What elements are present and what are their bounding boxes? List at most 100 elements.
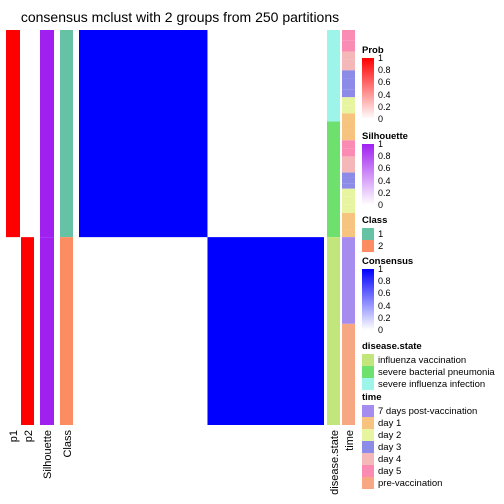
legend-prob-gradient [362, 58, 374, 119]
track-time-cell [342, 188, 355, 197]
legend-class-label: 1 [378, 228, 384, 240]
legend-prob-tick: 0.8 [378, 65, 391, 75]
track-disease-cell [327, 237, 340, 425]
legend-class-item: 1 [362, 228, 387, 240]
legend-consensus-title: Consensus [362, 256, 414, 267]
track-label-p1: p1 [8, 430, 20, 442]
legend-time-item: day 5 [362, 465, 477, 477]
track-time-cell [342, 220, 355, 230]
track-label-time: time [344, 430, 356, 451]
track-time-cell [342, 59, 355, 71]
chart-title: consensus mclust with 2 groups from 250 … [20, 9, 340, 25]
legend-disease-item: severe bacterial pneumonia [362, 366, 495, 378]
legend-time-item: day 1 [362, 417, 477, 429]
legend-time-label: pre-vaccination [378, 477, 443, 489]
legend-disease-swatch [362, 366, 374, 378]
track-time-cell [342, 229, 355, 238]
legend-disease-item: influenza vaccination [362, 354, 495, 366]
track-time-cell [342, 105, 355, 114]
track-time-cell [342, 237, 355, 324]
legend-time-item: 7 days post-vaccination [362, 405, 477, 417]
track-p2-cell [21, 237, 34, 425]
track-time-cell [342, 113, 355, 122]
track-time-cell [342, 212, 355, 221]
track-time-cell [342, 78, 355, 90]
legend-time-label: day 3 [378, 441, 402, 453]
legend-silhouette-gradient [362, 144, 374, 205]
legend-consensus-gradient [362, 269, 374, 330]
legend-consensus-tick: 0.4 [378, 301, 391, 311]
track-time-cell [342, 156, 355, 165]
legend-prob-tick: 0 [378, 114, 384, 124]
legend-silhouette-title: Silhouette [362, 131, 408, 142]
track-silhouette-cell [40, 237, 54, 425]
legend-time-swatch [362, 429, 374, 441]
legend-disease-label: influenza vaccination [378, 354, 467, 366]
legend-time-item: day 4 [362, 453, 477, 465]
legend-class-swatch [362, 240, 374, 252]
track-time-cell [342, 140, 355, 149]
legend-time-item: day 3 [362, 441, 477, 453]
legend-time-label: day 4 [378, 453, 402, 465]
track-time-cell [342, 40, 355, 52]
track-disease-cell [327, 30, 340, 122]
legend-consensus-tick: 1 [378, 264, 384, 274]
track-label-silhouette: Silhouette [42, 430, 54, 479]
legend-prob: Prob 1 0.8 0.6 0.4 0.2 0 [362, 45, 391, 124]
legend-silhouette: Silhouette 1 0.8 0.6 0.4 0.2 0 [362, 131, 408, 210]
legend-silhouette-tick: 0.4 [378, 176, 391, 186]
consensus-block [207, 237, 324, 425]
legend-silhouette-tick: 0.6 [378, 163, 391, 173]
track-time-cell [342, 89, 355, 98]
legend-class: Class 1 2 [362, 215, 387, 252]
legend-consensus-tick: 0.2 [378, 313, 391, 323]
track-p1-cell [6, 30, 20, 238]
legend-class-title: Class [362, 215, 388, 226]
track-label-disease: disease.state [329, 430, 341, 495]
track-time-cell [342, 97, 355, 106]
track-time-cell [342, 196, 355, 205]
legend-time-item: pre-vaccination [362, 477, 477, 489]
legend-silhouette-tick: 0 [378, 200, 384, 210]
legend-prob-tick: 1 [378, 53, 384, 63]
legend-consensus: Consensus 1 0.8 0.6 0.4 0.2 0 [362, 256, 414, 335]
legend-time-item: day 2 [362, 429, 477, 441]
track-label-class: Class [62, 430, 74, 458]
track-class-cell [60, 30, 73, 238]
legend-prob-tick: 0.6 [378, 77, 391, 87]
legend-time-swatch [362, 465, 374, 477]
track-time-cell [342, 148, 355, 157]
legend-disease-label: severe bacterial pneumonia [378, 366, 495, 378]
legend-time-swatch [362, 417, 374, 429]
legend-time-title: time [362, 392, 382, 403]
track-time-cell [342, 204, 355, 213]
track-time-cell [342, 323, 355, 425]
legend-disease-label: severe influenza infection [378, 378, 486, 390]
legend-silhouette-tick: 1 [378, 139, 384, 149]
legend-consensus-tick: 0.8 [378, 276, 391, 286]
legend-consensus-tick: 0.6 [378, 288, 391, 298]
legend-disease-swatch [362, 378, 374, 390]
track-disease-cell [327, 121, 340, 238]
track-time-cell [342, 70, 355, 79]
legend-class-swatch [362, 228, 374, 240]
legend-consensus-tick: 0 [378, 325, 384, 335]
legend-time-label: 7 days post-vaccination [378, 405, 478, 417]
track-time-cell [342, 129, 355, 141]
legend-silhouette-tick: 0.2 [378, 188, 391, 198]
legend-disease-state: disease.state influenza vaccination seve… [362, 341, 495, 390]
legend-class-item: 2 [362, 240, 387, 252]
track-time-cell [342, 51, 355, 60]
legend-time-swatch [362, 405, 374, 417]
track-label-p2: p2 [23, 430, 35, 442]
legend-time-label: day 2 [378, 429, 402, 441]
legend-time: time 7 days post-vaccination day 1 day 2… [362, 392, 477, 489]
track-time-cell [342, 30, 355, 41]
track-silhouette-cell [40, 30, 54, 238]
legend-time-swatch [362, 477, 374, 489]
legend-disease-title: disease.state [362, 341, 422, 352]
legend-time-swatch [362, 441, 374, 453]
legend-prob-title: Prob [362, 45, 384, 56]
track-class-cell [60, 237, 73, 425]
